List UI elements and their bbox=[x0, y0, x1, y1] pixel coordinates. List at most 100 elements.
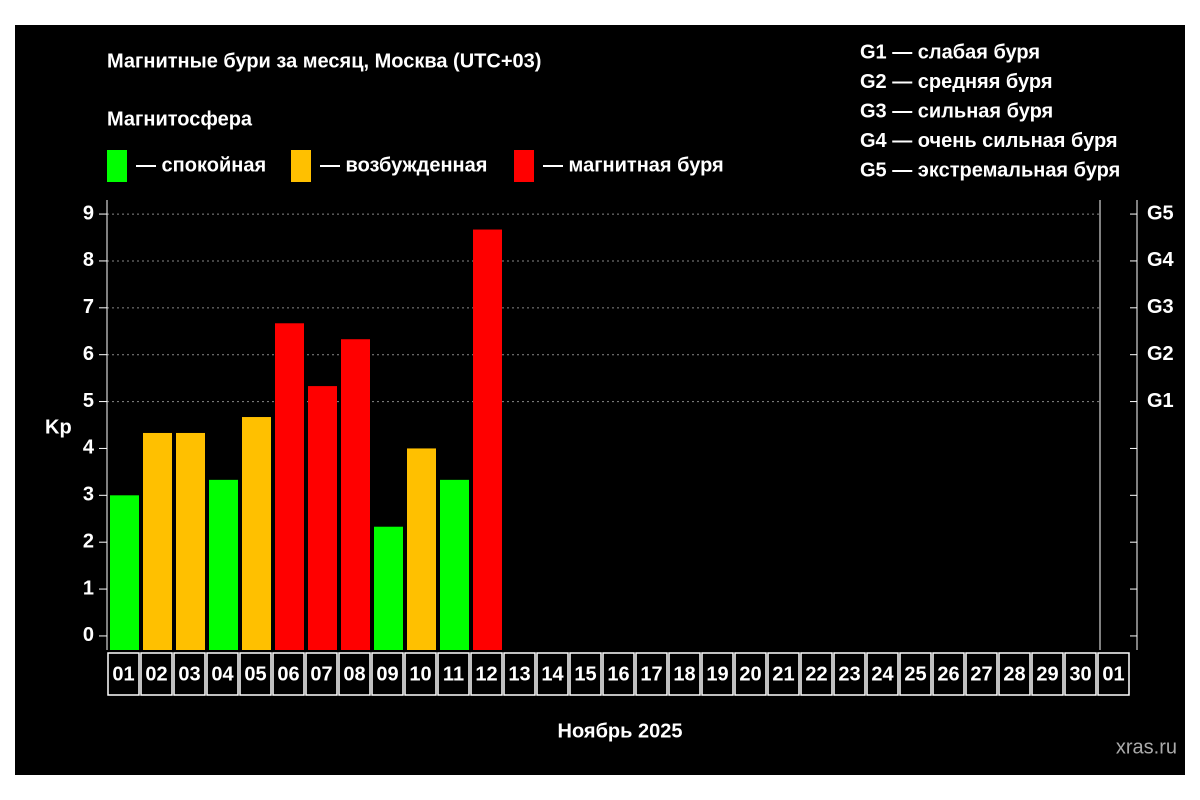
x-tick-box bbox=[1064, 652, 1097, 696]
x-tick-label: 29 bbox=[1036, 663, 1058, 685]
x-tick-box bbox=[371, 652, 404, 696]
bar bbox=[143, 432, 172, 650]
x-tick-label: 14 bbox=[541, 663, 564, 685]
legend-label: — магнитная буря bbox=[543, 154, 724, 176]
scale-note: G4 — очень сильная буря bbox=[860, 130, 1118, 152]
x-tick-label: 13 bbox=[508, 663, 530, 685]
x-tick-box bbox=[800, 652, 833, 696]
bar bbox=[440, 479, 469, 650]
x-tick-box bbox=[635, 652, 668, 696]
y-tick-label: 3 bbox=[83, 484, 94, 506]
x-tick-box bbox=[107, 652, 140, 696]
bar bbox=[473, 229, 502, 650]
y-tick-label: 9 bbox=[83, 202, 94, 224]
y2-tick-label: G4 bbox=[1147, 249, 1175, 271]
x-tick-box bbox=[503, 652, 536, 696]
x-tick-box bbox=[470, 652, 503, 696]
x-tick-box bbox=[239, 652, 272, 696]
x-tick-label: 27 bbox=[970, 663, 992, 685]
x-tick-box bbox=[734, 652, 767, 696]
scale-note: G2 — средняя буря bbox=[860, 71, 1053, 93]
x-tick-label: 01 bbox=[112, 663, 134, 685]
x-tick-label: 21 bbox=[772, 663, 794, 685]
x-tick-box bbox=[767, 652, 800, 696]
bar bbox=[242, 417, 271, 650]
x-tick-label: 17 bbox=[640, 663, 662, 685]
x-tick-label: 24 bbox=[871, 663, 894, 685]
x-tick-box bbox=[602, 652, 635, 696]
x-tick-box bbox=[668, 652, 701, 696]
legend-swatch bbox=[291, 150, 311, 182]
y-tick-label: 7 bbox=[83, 296, 94, 318]
x-tick-label: 04 bbox=[211, 663, 234, 685]
bar bbox=[407, 448, 436, 650]
x-tick-label: 18 bbox=[673, 663, 695, 685]
legend-label: — спокойная bbox=[136, 154, 266, 176]
bar bbox=[308, 386, 337, 650]
legend-label: — возбужденная bbox=[320, 154, 487, 176]
x-tick-box bbox=[998, 652, 1031, 696]
legend-title: Магнитосфера bbox=[107, 108, 253, 130]
x-axis-label: Ноябрь 2025 bbox=[558, 720, 683, 742]
x-tick-box bbox=[338, 652, 371, 696]
x-tick-label: 15 bbox=[574, 663, 596, 685]
x-tick-box bbox=[437, 652, 470, 696]
x-tick-box bbox=[536, 652, 569, 696]
x-tick-box bbox=[404, 652, 437, 696]
x-tick-box bbox=[1097, 652, 1130, 696]
y2-tick-label: G5 bbox=[1147, 202, 1174, 224]
y2-tick-label: G3 bbox=[1147, 296, 1174, 318]
bar bbox=[374, 526, 403, 650]
legend-swatch bbox=[514, 150, 534, 182]
x-tick-label: 10 bbox=[409, 663, 431, 685]
legend-swatch bbox=[107, 150, 127, 182]
x-tick-box bbox=[305, 652, 338, 696]
x-tick-label: 02 bbox=[145, 663, 167, 685]
y-axis-label: Kp bbox=[45, 416, 72, 438]
y-tick-label: 4 bbox=[83, 437, 95, 459]
x-tick-box bbox=[206, 652, 239, 696]
x-tick-box bbox=[1031, 652, 1064, 696]
x-tick-label: 08 bbox=[343, 663, 365, 685]
x-tick-label: 12 bbox=[475, 663, 497, 685]
bar bbox=[110, 495, 139, 650]
x-tick-label: 23 bbox=[838, 663, 860, 685]
x-tick-label: 11 bbox=[443, 663, 464, 685]
watermark: xras.ru bbox=[1116, 736, 1177, 758]
bar bbox=[341, 339, 370, 650]
x-tick-box bbox=[569, 652, 602, 696]
x-tick-box bbox=[272, 652, 305, 696]
x-tick-box bbox=[173, 652, 206, 696]
y-tick-label: 0 bbox=[83, 624, 94, 646]
y2-tick-label: G1 bbox=[1147, 390, 1174, 412]
y-tick-label: 1 bbox=[83, 577, 94, 599]
y-tick-label: 6 bbox=[83, 343, 94, 365]
x-tick-label: 06 bbox=[277, 663, 299, 685]
scale-note: G3 — сильная буря bbox=[860, 100, 1053, 122]
x-tick-label: 20 bbox=[739, 663, 761, 685]
x-tick-box bbox=[866, 652, 899, 696]
x-tick-box bbox=[965, 652, 998, 696]
y2-tick-label: G2 bbox=[1147, 343, 1174, 365]
scale-note: G5 — экстремальная буря bbox=[860, 159, 1120, 181]
x-tick-label: 25 bbox=[904, 663, 926, 685]
y-tick-label: 8 bbox=[83, 249, 94, 271]
x-tick-label: 26 bbox=[937, 663, 959, 685]
x-tick-box bbox=[899, 652, 932, 696]
x-tick-label: 16 bbox=[607, 663, 629, 685]
x-tick-label: 22 bbox=[805, 663, 827, 685]
x-tick-label: 30 bbox=[1069, 663, 1091, 685]
x-tick-box bbox=[701, 652, 734, 696]
bar bbox=[275, 323, 304, 650]
x-tick-box bbox=[833, 652, 866, 696]
y-tick-label: 2 bbox=[83, 530, 94, 552]
x-tick-label: 01 bbox=[1102, 663, 1124, 685]
bar bbox=[176, 432, 205, 650]
x-tick-label: 09 bbox=[376, 663, 398, 685]
x-tick-label: 07 bbox=[310, 663, 332, 685]
chart-title: Магнитные бури за месяц, Москва (UTC+03) bbox=[107, 50, 541, 72]
x-tick-label: 19 bbox=[706, 663, 728, 685]
x-tick-box bbox=[140, 652, 173, 696]
x-tick-box bbox=[932, 652, 965, 696]
